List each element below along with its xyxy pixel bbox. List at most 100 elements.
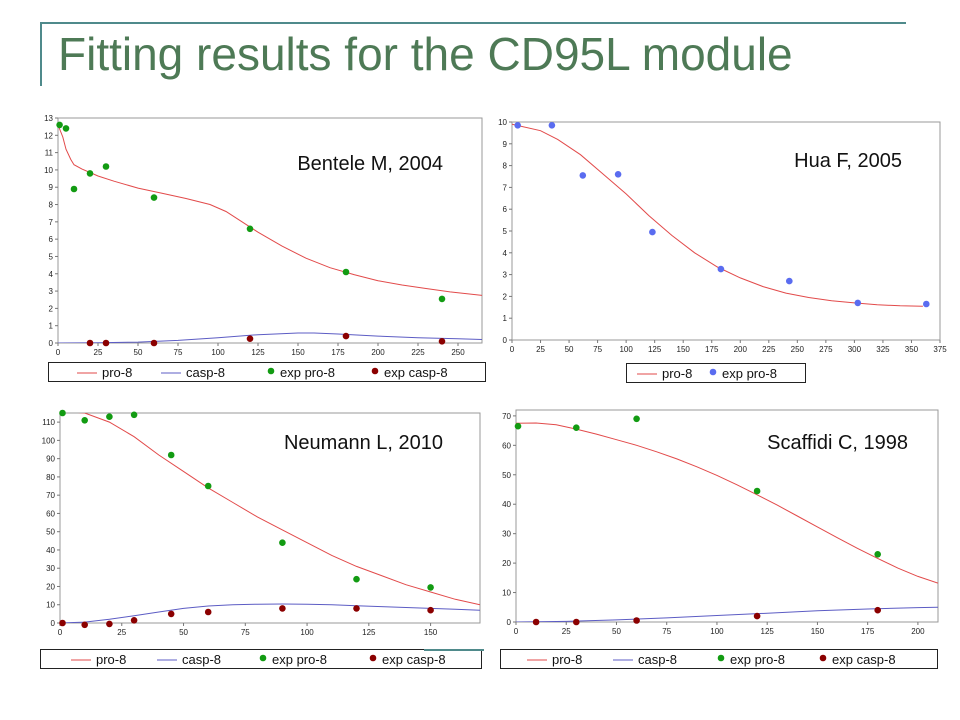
x-tick-label: 200 <box>911 627 925 636</box>
series-line-pro-8 <box>58 124 482 296</box>
point-exp-casp-8 <box>532 618 540 626</box>
point-exp-pro-8 <box>579 172 587 179</box>
y-tick-label: 0 <box>503 336 508 345</box>
x-tick-label: 0 <box>56 348 61 357</box>
y-tick-label: 70 <box>46 491 55 500</box>
point-exp-pro-8 <box>56 121 63 129</box>
x-tick-label: 250 <box>791 345 805 354</box>
legend-label-pro-8: pro-8 <box>662 366 692 381</box>
y-tick-label: 0 <box>507 618 512 627</box>
point-exp-casp-8 <box>353 605 360 612</box>
y-tick-label: 13 <box>44 114 53 123</box>
point-exp-pro-8 <box>204 482 212 490</box>
point-exp-pro-8 <box>614 171 622 178</box>
y-tick-label: 3 <box>49 287 54 296</box>
x-tick-label: 150 <box>291 348 305 357</box>
y-tick-label: 8 <box>503 162 508 171</box>
x-tick-label: 75 <box>241 628 250 637</box>
legend-hua-2005: pro-8 exp pro-8 <box>626 363 806 383</box>
x-tick-label: 200 <box>371 348 385 357</box>
y-tick-label: 1 <box>503 314 508 323</box>
x-tick-label: 25 <box>117 628 126 637</box>
point-exp-pro-8 <box>753 487 761 495</box>
point-exp-casp-8 <box>342 332 350 340</box>
chart-neumann-2010: 0 10 20 30 40 50 60 70 80 90 100 110 0 25 50 75 100 125 15… <box>42 409 481 637</box>
point-exp-pro-8 <box>427 584 434 591</box>
x-tick-label: 75 <box>593 345 602 354</box>
y-tick-label: 50 <box>502 471 511 480</box>
x-tick-label: 150 <box>424 628 438 637</box>
y-tick-label: 8 <box>49 201 54 210</box>
point-exp-pro-8 <box>102 163 110 170</box>
y-tick-label: 0 <box>51 619 56 628</box>
point-exp-casp-8 <box>130 617 138 624</box>
point-exp-casp-8 <box>753 612 761 620</box>
point-exp-pro-8 <box>62 125 70 132</box>
x-tick-label: 50 <box>179 628 188 637</box>
x-tick-label: 200 <box>734 345 748 354</box>
x-tick-label: 50 <box>565 345 574 354</box>
x-tick-label: 250 <box>451 348 465 357</box>
point-exp-casp-8 <box>81 621 88 629</box>
y-tick-label: 3 <box>503 271 508 280</box>
x-tick-label: 100 <box>300 628 314 637</box>
x-tick-label: 225 <box>762 345 776 354</box>
point-exp-pro-8 <box>514 122 521 129</box>
title-accent-bar <box>40 22 42 86</box>
point-exp-casp-8 <box>874 606 881 614</box>
legend-label-casp-8: casp-8 <box>638 652 677 667</box>
legend-swatch-exp-pro-8 <box>267 367 275 375</box>
title-rule <box>40 22 906 24</box>
x-tick-label: 175 <box>331 348 345 357</box>
y-tick-label: 2 <box>503 292 508 301</box>
y-tick-label: 11 <box>45 149 54 158</box>
point-exp-pro-8 <box>279 539 286 546</box>
x-tick-label: 125 <box>362 628 376 637</box>
x-tick-label: 100 <box>211 348 225 357</box>
chart-title: Bentele M, 2004 <box>297 153 443 175</box>
x-tick-label: 50 <box>134 348 143 357</box>
chart-scaffidi-1998: 0 10 20 30 40 50 60 70 0 25 50 75 100 125 150 175 200 Sca… <box>502 409 939 636</box>
series-line-casp-8 <box>516 606 938 622</box>
y-tick-label: 80 <box>46 473 55 482</box>
y-tick-label: 50 <box>46 528 55 537</box>
chart-title: Neumann L, 2010 <box>284 432 443 454</box>
x-tick-label: 225 <box>411 348 425 357</box>
x-tick-label: 375 <box>933 345 947 354</box>
x-tick-label: 325 <box>876 345 890 354</box>
y-tick-label: 10 <box>46 601 55 610</box>
point-exp-pro-8 <box>923 300 930 308</box>
y-tick-label: 7 <box>49 218 54 227</box>
legend-label-pro-8: pro-8 <box>552 652 582 667</box>
x-tick-label: 0 <box>514 627 519 636</box>
point-exp-pro-8 <box>81 417 88 424</box>
point-exp-pro-8 <box>353 575 360 583</box>
y-tick-label: 12 <box>44 131 53 140</box>
y-tick-label: 6 <box>503 205 508 214</box>
series-line-casp-8 <box>60 603 480 623</box>
point-exp-pro-8 <box>573 424 580 431</box>
point-exp-pro-8 <box>150 194 158 201</box>
point-exp-casp-8 <box>167 610 175 618</box>
y-tick-label: 5 <box>503 227 508 236</box>
plot-frame <box>57 117 483 344</box>
legend-swatch-exp-pro-8 <box>259 654 267 662</box>
point-exp-pro-8 <box>874 551 881 558</box>
point-exp-pro-8 <box>854 299 862 307</box>
point-exp-pro-8 <box>246 225 254 233</box>
x-tick-label: 125 <box>251 348 265 357</box>
series-line-pro-8 <box>512 123 923 307</box>
point-exp-pro-8 <box>717 265 725 273</box>
series-line-pro-8 <box>516 422 938 584</box>
point-exp-pro-8 <box>70 185 78 193</box>
y-tick-label: 70 <box>502 412 511 421</box>
point-exp-casp-8 <box>150 339 158 347</box>
x-tick-label: 125 <box>648 345 662 354</box>
slide-title: Fitting results for the CD95L module <box>58 28 793 80</box>
y-tick-label: 5 <box>49 252 54 261</box>
legend-label-casp-8: casp-8 <box>186 365 225 380</box>
legend-swatch-exp-casp-8 <box>819 654 827 662</box>
legend-label-exp-pro-8: exp pro-8 <box>730 652 785 667</box>
y-tick-label: 20 <box>46 582 55 591</box>
